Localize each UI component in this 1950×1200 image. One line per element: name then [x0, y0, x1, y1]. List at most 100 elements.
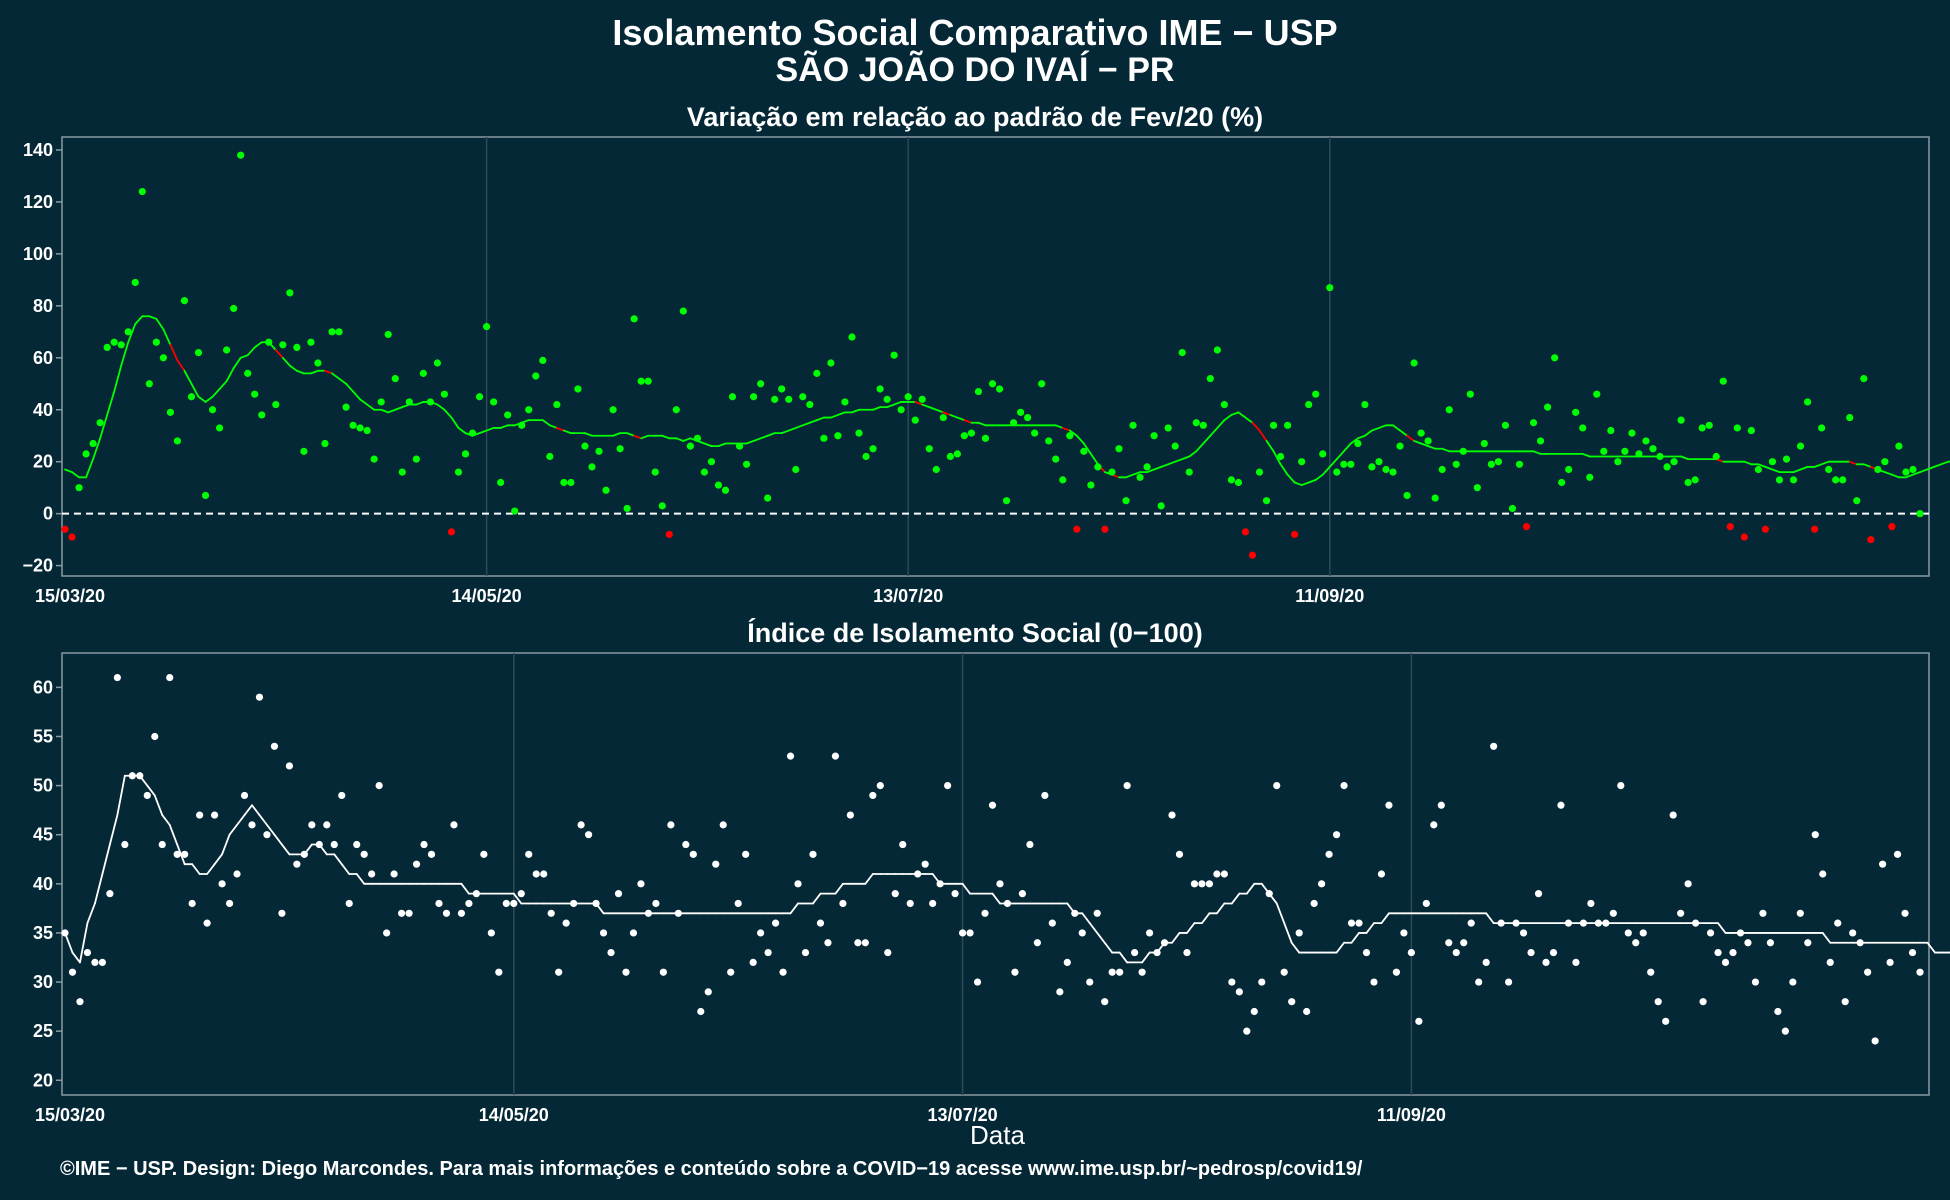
chart2-data-point — [884, 948, 892, 957]
chart2-xtick-label-3: 11/09/20 — [1377, 1105, 1446, 1125]
chart2-data-point — [794, 880, 802, 888]
chart1-data-point — [412, 455, 420, 463]
chart2-data-point — [1347, 919, 1356, 927]
chart2-data-point — [442, 909, 451, 917]
chart1-data-point — [1825, 465, 1833, 474]
chart2-data-point — [749, 958, 757, 967]
chart2-data-point — [136, 772, 144, 780]
chart1-data-point — [925, 445, 933, 453]
chart2-data-point — [1078, 929, 1086, 937]
chart1-data-point — [672, 406, 680, 414]
chart1-trend-segment — [211, 388, 221, 398]
chart1-trend-segment — [1883, 471, 1893, 476]
chart2-data-point — [158, 840, 166, 849]
chart1-data-point — [328, 328, 336, 336]
chart1-data-point — [504, 411, 512, 419]
chart1-trend-segment — [345, 382, 354, 393]
chart1-trend-segment — [1406, 434, 1415, 442]
chart1-trend-segment — [1075, 434, 1085, 445]
chart2-trend-segment — [1215, 902, 1226, 915]
chart2-ytick-label-3: 35 — [33, 923, 53, 943]
chart1-ytick-label-2: 20 — [33, 452, 53, 472]
chart2-data-point — [1505, 978, 1513, 986]
chart1-trend-segment — [956, 416, 966, 422]
chart2-data-point — [218, 880, 226, 888]
chart2-data-point — [390, 870, 398, 878]
chart1-trend-segment — [239, 354, 249, 359]
chart1-data-point — [616, 445, 624, 453]
chart1-data-point — [1241, 528, 1250, 536]
chart2-data-point — [435, 899, 443, 908]
chart1-data-point — [532, 372, 540, 380]
chart1-data-point — [1740, 533, 1748, 541]
chart2-data-point — [1108, 968, 1116, 976]
chart2-trend-segment — [94, 873, 104, 905]
chart1-trend-segment — [1188, 450, 1198, 458]
chart1-data-point — [1431, 494, 1439, 502]
chart1-data-point — [1494, 458, 1503, 466]
chart1-data-point — [1417, 429, 1425, 437]
chart1-data-point — [110, 338, 118, 346]
chart1-data-point — [265, 338, 273, 346]
chart2-data-point — [1116, 968, 1124, 976]
chart1-trend-segment — [555, 427, 565, 432]
chart2-data-point — [786, 752, 795, 760]
chart1-trend-segment — [1265, 440, 1275, 453]
chart2-data-point — [742, 850, 750, 858]
chart2-data-point — [599, 929, 608, 937]
chart2-data-point — [345, 899, 353, 908]
chart1-data-point — [1396, 442, 1404, 450]
chart2-trend-segment — [1088, 922, 1099, 934]
chart1-data-point — [1558, 478, 1566, 487]
chart1-trend-segment — [443, 408, 453, 419]
chart1-trend-segment — [562, 429, 572, 435]
chart1-ytick-label-8: 140 — [23, 140, 53, 160]
chart2-data-point — [1430, 821, 1438, 829]
chart2-data-point — [659, 968, 667, 976]
chart1-trend-segment — [197, 395, 207, 403]
chart1-data-point — [1888, 523, 1896, 531]
chart1-trend-segment — [1181, 455, 1191, 461]
chart2-trend-segment — [266, 823, 276, 836]
chart2-data-point — [1729, 948, 1737, 957]
chart1-data-point — [1508, 504, 1517, 513]
chart1-data-point — [1178, 349, 1186, 357]
chart1-data-point — [525, 406, 533, 414]
chart2-data-point — [196, 811, 204, 819]
chart1-trend-segment — [92, 437, 102, 461]
chart2-data-point — [757, 929, 765, 937]
chart1-ytick-label-7: 120 — [23, 192, 53, 212]
chart1-trend-segment — [288, 364, 298, 372]
chart1-data-point — [1635, 450, 1643, 458]
chart2-trend-segment — [1141, 951, 1151, 964]
chart1-trend-segment — [794, 424, 804, 429]
chart1-trend-segment — [872, 406, 881, 411]
chart2-data-point — [921, 860, 929, 868]
chart1-data-point — [173, 437, 182, 445]
chart1-data-point — [1663, 463, 1671, 471]
chart2-data-point — [375, 782, 383, 790]
chart1-trend-segment — [612, 432, 621, 437]
chart1-data-point — [1811, 525, 1819, 533]
chart1-data-point — [230, 304, 238, 313]
chart1-trend-segment — [851, 408, 860, 414]
chart2-data-point — [1512, 919, 1520, 927]
chart1-data-point — [1487, 460, 1495, 468]
chart1-trend-segment — [246, 346, 256, 357]
chart1-data-point — [1832, 476, 1840, 484]
chart1-data-point — [981, 434, 990, 442]
chart2-data-point — [906, 899, 914, 908]
chart2-data-point — [480, 850, 488, 858]
chart2-data-point — [203, 919, 211, 927]
chart1-data-point — [693, 434, 701, 442]
chart1-trend-segment — [450, 416, 460, 429]
chart2-data-point — [1714, 948, 1722, 957]
chart1-trend-segment — [253, 341, 263, 349]
chart1-trend-segment — [225, 367, 235, 383]
chart2-trend-segment — [1821, 932, 1832, 944]
chart1-data-point — [1284, 421, 1292, 429]
chart1-data-point — [827, 359, 835, 367]
chart1-data-point — [152, 338, 160, 346]
chart1-trend-segment — [415, 401, 425, 406]
